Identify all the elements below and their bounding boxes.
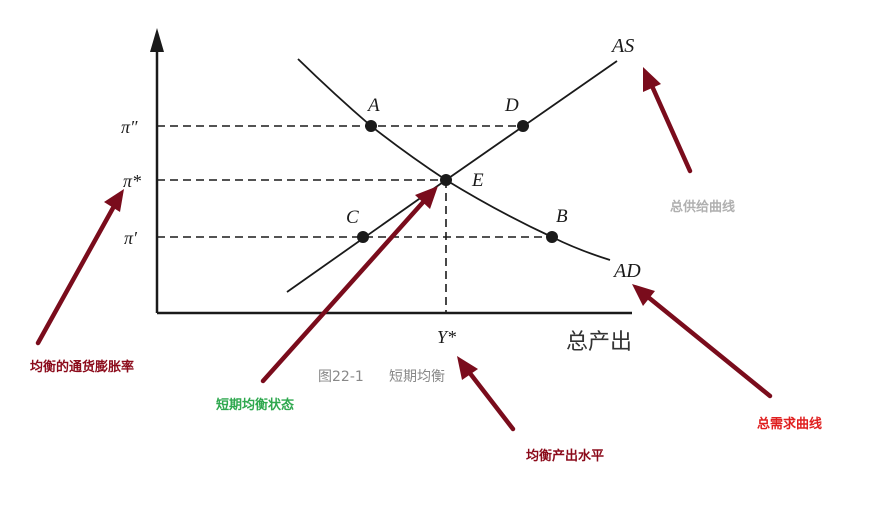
arrow-short-run (260, 197, 428, 384)
y-tick-pi-double-prime: π″ (121, 117, 138, 137)
arrow-inflation-head (104, 189, 124, 212)
point-d (517, 120, 529, 132)
point-c (357, 231, 369, 243)
arrow-output (466, 369, 516, 432)
arrow-demand (645, 294, 773, 399)
annotation-inflation-label: 均衡的通货膨胀率 (30, 359, 134, 375)
axes (150, 28, 632, 315)
arrow-inflation (35, 205, 116, 346)
y-tick-pi-prime: π′ (124, 228, 138, 248)
point-label-d: D (504, 95, 519, 116)
curve-label-as: AS (610, 35, 634, 57)
x-axis-label: 总产出 (566, 330, 632, 355)
guide-lines (157, 125, 552, 313)
figure-number: 图22-1 (318, 369, 364, 385)
ad-curve (297, 58, 611, 261)
y-tick-pi-star: π* (123, 171, 141, 191)
annotation-short-run-label: 短期均衡状态 (216, 397, 294, 413)
point-label-a: A (366, 95, 380, 116)
annotation-arrows (35, 67, 773, 432)
arrow-output-head (457, 356, 478, 380)
figure-title: 短期均衡 (389, 369, 445, 385)
point-a (365, 120, 377, 132)
x-tick-y-star: Y* (437, 327, 456, 347)
arrow-supply-head (643, 67, 661, 92)
points (357, 120, 558, 243)
annotation-demand-label: 总需求曲线 (757, 416, 822, 432)
arrow-supply (649, 83, 693, 174)
point-label-c: C (346, 207, 359, 228)
annotation-output-label: 均衡产出水平 (526, 448, 604, 464)
arrow-demand-head (632, 284, 655, 306)
point-e (440, 174, 452, 186)
annotation-supply-label: 总供给曲线 (670, 199, 735, 215)
point-label-b: B (556, 206, 568, 227)
point-label-e: E (471, 170, 484, 191)
y-axis-arrowhead (150, 28, 164, 52)
arrow-short-run-head (415, 186, 438, 209)
curve-label-ad: AD (612, 260, 641, 282)
point-b (546, 231, 558, 243)
